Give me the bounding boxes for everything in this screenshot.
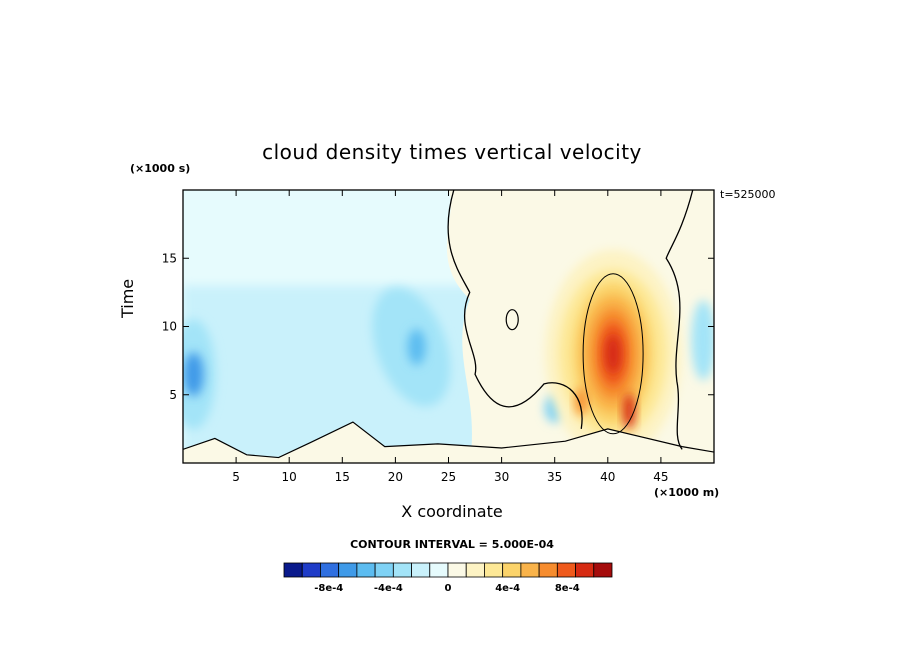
x-tick-label: 30 xyxy=(494,470,509,484)
field-negative-core xyxy=(407,328,426,365)
field-positive-blob xyxy=(623,393,636,430)
x-tick-label: 35 xyxy=(547,470,562,484)
colorbar-swatch xyxy=(484,562,504,578)
colorbar-swatch xyxy=(575,562,595,578)
contour-interval-label: CONTOUR INTERVAL = 5.000E-04 xyxy=(350,538,554,551)
colorbar-swatch xyxy=(374,562,394,578)
y-tick-label: 10 xyxy=(162,320,177,334)
colorbar-swatch xyxy=(465,562,485,578)
colorbar-swatch xyxy=(356,562,376,578)
colorbar-swatch xyxy=(283,562,303,578)
field-positive-blob xyxy=(575,387,588,416)
colorbar-tick-label: 0 xyxy=(445,583,452,594)
x-axis-unit: (×1000 m) xyxy=(654,486,720,499)
zero-contour-line xyxy=(505,309,519,331)
colorbar-swatch xyxy=(538,562,558,578)
field-positive-blob xyxy=(605,334,622,374)
y-axis-unit: (×1000 s) xyxy=(130,162,191,175)
zero-contour-line xyxy=(447,190,583,429)
x-tick-label: 20 xyxy=(388,470,403,484)
colorbar-tick-label: 4e-4 xyxy=(495,583,520,594)
colorbar-tick-label: -4e-4 xyxy=(374,583,403,594)
colorbar-swatch xyxy=(429,562,449,578)
colorbar-swatch xyxy=(392,562,412,578)
x-tick-label: 25 xyxy=(441,470,456,484)
field-negative-blob xyxy=(691,300,714,381)
field-negative-core xyxy=(183,352,204,397)
time-annotation: t=525000 xyxy=(720,188,776,201)
colorbar-tick-label: 8e-4 xyxy=(555,583,580,594)
x-tick-label: 5 xyxy=(232,470,240,484)
colorbar-swatch xyxy=(447,562,467,578)
colorbar-swatch xyxy=(320,562,340,578)
positive-contour-line xyxy=(582,273,644,435)
x-tick-label: 10 xyxy=(282,470,297,484)
x-axis-label: X coordinate xyxy=(401,502,503,521)
colorbar-tick-label: -8e-4 xyxy=(314,583,343,594)
chart-title: cloud density times vertical velocity xyxy=(262,140,642,164)
zero-contour-line xyxy=(665,190,694,450)
x-tick-label: 40 xyxy=(600,470,615,484)
colorbar-swatch xyxy=(301,562,321,578)
colorbar-swatch xyxy=(338,562,358,578)
x-tick-label: 45 xyxy=(653,470,668,484)
y-tick-label: 5 xyxy=(169,388,177,402)
zero-contour-line xyxy=(183,421,714,459)
colorbar-swatch xyxy=(520,562,540,578)
colorbar-swatch xyxy=(411,562,431,578)
colorbar-swatch xyxy=(502,562,522,578)
y-tick-label: 15 xyxy=(162,251,177,265)
x-tick-label: 15 xyxy=(335,470,350,484)
colorbar-swatch xyxy=(556,562,576,578)
colorbar-swatch xyxy=(593,562,613,578)
field-positive-fringe xyxy=(183,422,714,463)
